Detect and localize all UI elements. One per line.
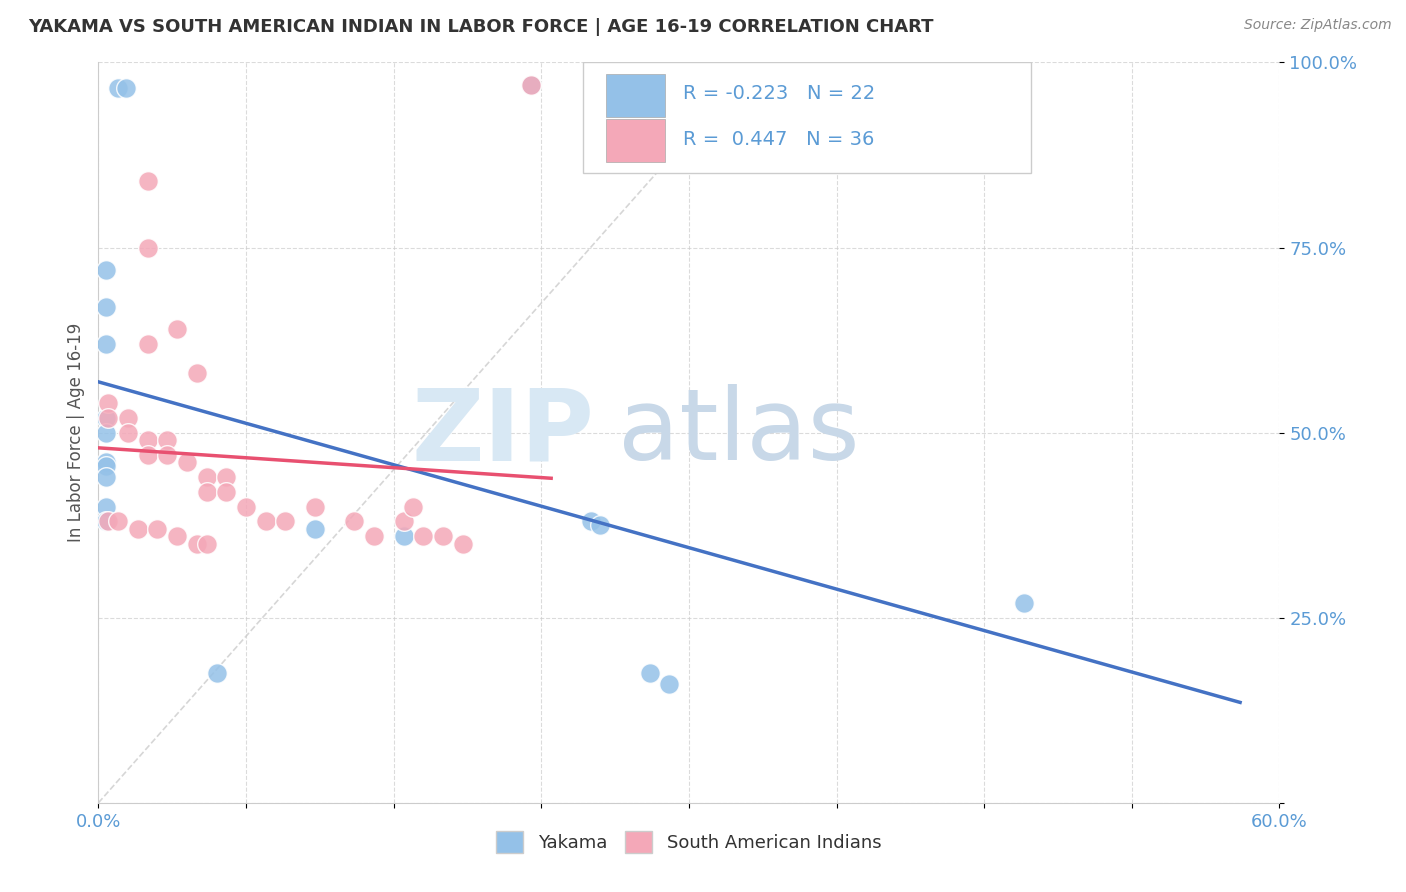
Point — [96, 500, 118, 514]
Point — [402, 500, 425, 514]
Point — [156, 433, 179, 447]
Point — [156, 448, 179, 462]
Point — [97, 396, 120, 410]
Point — [304, 522, 326, 536]
Text: Source: ZipAtlas.com: Source: ZipAtlas.com — [1244, 18, 1392, 32]
Point — [136, 448, 159, 462]
Point — [176, 455, 198, 469]
Point — [166, 529, 188, 543]
Point — [127, 522, 149, 536]
Point — [432, 529, 454, 543]
Point — [96, 425, 118, 440]
Point — [117, 425, 139, 440]
Point — [195, 470, 218, 484]
Text: YAKAMA VS SOUTH AMERICAN INDIAN IN LABOR FORCE | AGE 16-19 CORRELATION CHART: YAKAMA VS SOUTH AMERICAN INDIAN IN LABOR… — [28, 18, 934, 36]
FancyBboxPatch shape — [606, 74, 665, 117]
Point — [412, 529, 434, 543]
Point — [136, 174, 159, 188]
Point — [658, 677, 681, 691]
Text: R = -0.223   N = 22: R = -0.223 N = 22 — [683, 85, 876, 103]
Point — [304, 500, 326, 514]
Point — [186, 367, 208, 381]
Y-axis label: In Labor Force | Age 16-19: In Labor Force | Age 16-19 — [66, 323, 84, 542]
Point — [96, 515, 118, 529]
Point — [96, 455, 118, 469]
Point — [195, 484, 218, 499]
Point — [1012, 596, 1035, 610]
FancyBboxPatch shape — [582, 62, 1032, 173]
Point — [186, 536, 208, 550]
Point — [520, 78, 543, 92]
Point — [96, 336, 118, 351]
Point — [97, 410, 120, 425]
Point — [97, 515, 120, 529]
Point — [166, 322, 188, 336]
Point — [235, 500, 257, 514]
FancyBboxPatch shape — [606, 120, 665, 162]
Point — [96, 410, 118, 425]
Point — [520, 78, 543, 92]
Point — [215, 470, 238, 484]
Point — [96, 458, 118, 473]
Point — [589, 518, 612, 533]
Point — [115, 80, 138, 95]
Point — [254, 515, 277, 529]
Point — [96, 262, 118, 277]
Text: R =  0.447   N = 36: R = 0.447 N = 36 — [683, 129, 875, 149]
Point — [107, 515, 129, 529]
Point — [392, 515, 415, 529]
Point — [136, 240, 159, 255]
Text: ZIP: ZIP — [412, 384, 595, 481]
Legend: Yakama, South American Indians: Yakama, South American Indians — [489, 824, 889, 861]
Point — [205, 666, 228, 681]
Point — [451, 536, 474, 550]
Point — [107, 80, 129, 95]
Point — [215, 484, 238, 499]
Point — [363, 529, 385, 543]
Point — [136, 433, 159, 447]
Point — [96, 470, 118, 484]
Point — [96, 300, 118, 314]
Point — [343, 515, 366, 529]
Point — [195, 536, 218, 550]
Point — [274, 515, 297, 529]
Point — [392, 529, 415, 543]
Text: atlas: atlas — [619, 384, 859, 481]
Point — [579, 515, 602, 529]
Point — [146, 522, 169, 536]
Point — [638, 666, 661, 681]
Point — [136, 336, 159, 351]
Point — [117, 410, 139, 425]
